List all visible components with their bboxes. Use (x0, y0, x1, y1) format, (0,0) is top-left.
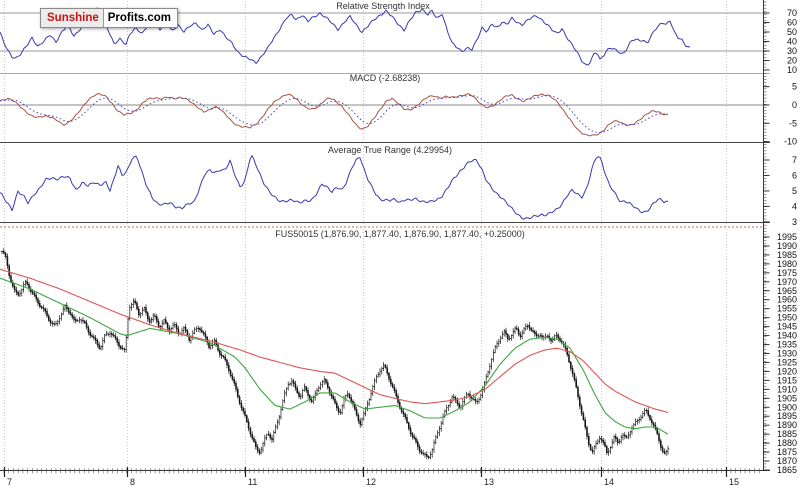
price-tick-label: 1940 (777, 331, 797, 341)
moving-averages (0, 268, 669, 435)
price-tick-label: 1895 (777, 411, 797, 421)
x-axis-label: 7 (7, 477, 12, 487)
price-tick-label: 1990 (777, 241, 797, 251)
rsi-tick-label: 30 (787, 46, 797, 56)
price-panel-title: FUS50015 (1,876.90, 1,877.40, 1,876.90, … (275, 229, 525, 239)
rsi-line (0, 7, 691, 66)
atr-tick-label: 5 (792, 186, 797, 196)
atr-tick-label: 3 (792, 217, 797, 227)
price-tick-label: 1910 (777, 384, 797, 394)
price-tick-label: 1915 (777, 375, 797, 385)
macd-panel-title: MACD (-2.68238) (349, 73, 421, 83)
x-axis-label: 14 (604, 477, 614, 487)
macd-lines (0, 93, 669, 137)
price-tick-label: 1870 (777, 456, 797, 466)
x-axis-label: 13 (484, 477, 494, 487)
price-tick-label: 1995 (777, 232, 797, 242)
price-tick-label: 1885 (777, 429, 797, 439)
price-tick-label: 1930 (777, 348, 797, 358)
macd-tick-label: 5 (792, 82, 797, 92)
logo-brand-red: Sunshine (41, 9, 104, 27)
atr-tick-label: 7 (792, 155, 797, 165)
price-tick-label: 1980 (777, 259, 797, 269)
rsi-panel-title: Relative Strength Index (336, 1, 430, 11)
price-tick-label: 1950 (777, 313, 797, 323)
price-tick-label: 1970 (777, 277, 797, 287)
rsi-tick-label: 20 (787, 55, 797, 65)
sunshine-profits-logo[interactable]: Sunshine Profits.com (40, 8, 179, 28)
macd-tick-label: -10 (784, 137, 797, 147)
day-gridlines (4, 1, 727, 470)
atr-line (0, 155, 669, 220)
rsi-tick-label: 10 (787, 65, 797, 75)
price-tick-label: 1935 (777, 340, 797, 350)
price-tick-label: 1920 (777, 366, 797, 376)
price-tick-label: 1900 (777, 402, 797, 412)
atr-panel-title: Average True Range (4.29954) (328, 145, 452, 155)
price-tick-label: 1985 (777, 250, 797, 260)
price-tick-label: 1890 (777, 420, 797, 430)
price-tick-label: 1965 (777, 286, 797, 296)
x-axis-label: 8 (130, 477, 135, 487)
atr-tick-label: 4 (792, 201, 797, 211)
atr-tick-label: 6 (792, 170, 797, 180)
price-tick-label: 1955 (777, 304, 797, 314)
y-axis-labels: 7060504030201050-5-107654319951990198519… (777, 8, 797, 475)
x-axis-label: 15 (729, 477, 739, 487)
macd-tick-label: -5 (789, 118, 797, 128)
rsi-tick-label: 70 (787, 8, 797, 18)
x-axis-label: 11 (248, 477, 257, 487)
price-tick-label: 1880 (777, 438, 797, 448)
rsi-tick-label: 50 (787, 27, 797, 37)
panel-separators (0, 0, 770, 471)
price-tick-label: 1875 (777, 447, 797, 457)
price-tick-label: 1925 (777, 357, 797, 367)
x-axis-label: 12 (366, 477, 376, 487)
logo-brand-black: Profits.com (107, 12, 172, 24)
price-tick-label: 1945 (777, 322, 797, 332)
price-bars (0, 248, 670, 460)
price-tick-label: 1905 (777, 393, 797, 403)
y-axis-ticks (763, 1, 770, 471)
rsi-tick-label: 60 (787, 17, 797, 27)
macd-tick-label: 0 (792, 100, 797, 110)
price-tick-label: 1975 (777, 268, 797, 278)
x-axis: 7 8 11 12 13 14 15 (3, 467, 760, 487)
price-tick-label: 1865 (777, 465, 797, 475)
rsi-tick-label: 40 (787, 36, 797, 46)
price-tick-label: 1960 (777, 295, 797, 305)
